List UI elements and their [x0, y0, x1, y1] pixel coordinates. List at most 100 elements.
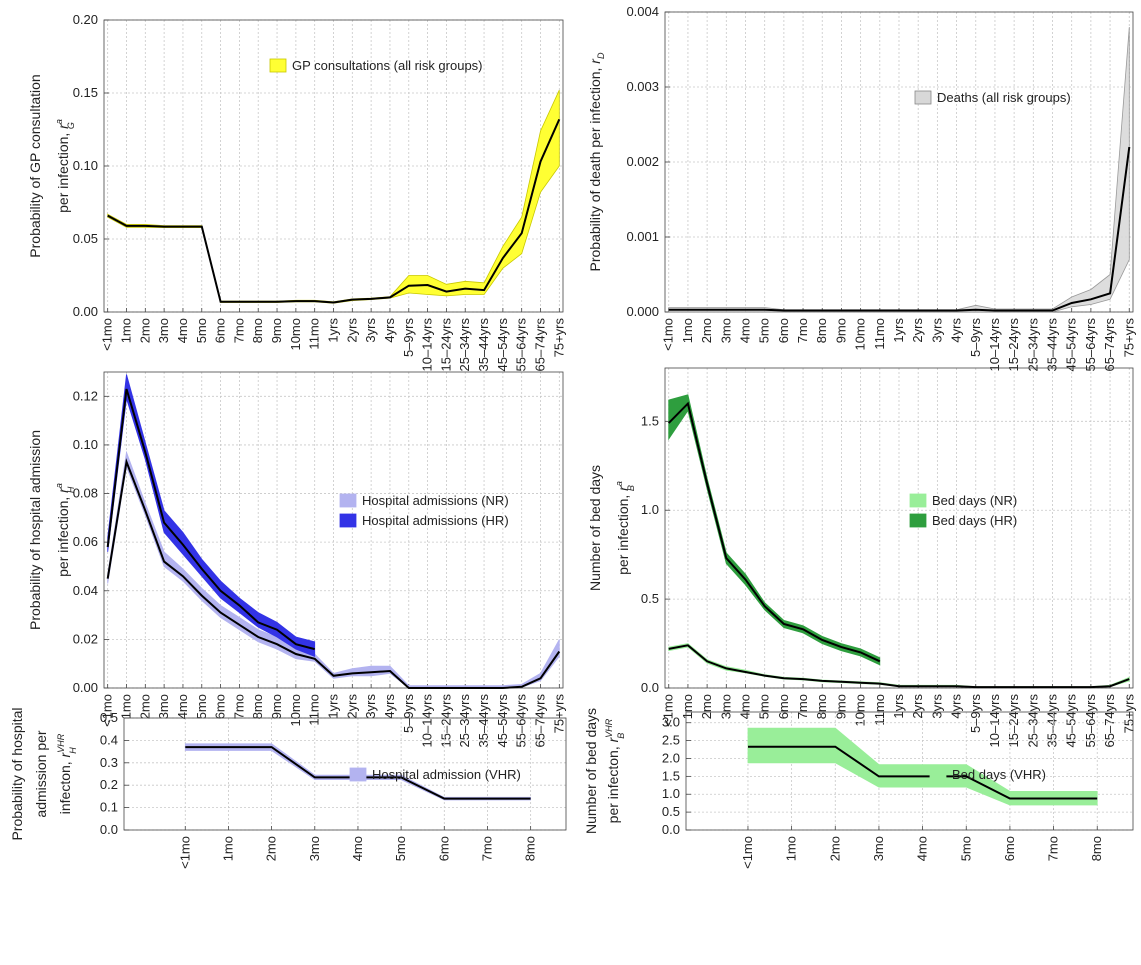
median-line-0 [106, 458, 561, 689]
legend-label: Hospital admissions (NR) [362, 493, 509, 508]
legend-swatch [339, 513, 357, 528]
x-tick-label: 1mo [680, 318, 695, 343]
x-tick-label: 5–9yrs [968, 694, 983, 734]
y-tick-label: 0.004 [626, 4, 659, 19]
legend-label: GP consultations (all risk groups) [292, 58, 483, 73]
x-tick-label: 3yrs [929, 318, 944, 343]
median-line-1 [106, 388, 315, 651]
x-tick-label: 3mo [718, 694, 733, 719]
x-tick-label: <1mo [740, 836, 755, 869]
x-tick-label: 11mo [872, 694, 887, 726]
x-tick-label: 4mo [175, 694, 190, 719]
confidence-band-0 [107, 450, 560, 689]
y-tick-label: 0.000 [626, 304, 659, 319]
x-tick-label: 4yrs [382, 694, 397, 719]
legend-swatch [914, 90, 932, 105]
x-tick-label: 11mo [307, 694, 322, 726]
y-tick-label: 0.4 [100, 732, 118, 747]
y-tick-label: 0.02 [73, 631, 98, 646]
x-tick-label: 2yrs [344, 318, 359, 343]
y-axis-label: per infecton, rVHR B [604, 718, 626, 823]
x-tick-label: 3yrs [363, 694, 378, 719]
x-tick-label: 1mo [220, 836, 235, 861]
x-tick-label: 6mo [213, 694, 228, 719]
y-axis-label-text: per infection, [55, 129, 71, 213]
y-tick-label: 0.15 [73, 85, 98, 100]
y-tick-label: 0.003 [626, 79, 659, 94]
legend-label: Bed days (HR) [932, 513, 1017, 528]
x-tick-label: 25–34yrs [1025, 318, 1040, 372]
x-tick-label: 1mo [118, 318, 133, 343]
x-tick-label: 8mo [814, 694, 829, 719]
x-tick-label: 2yrs [910, 694, 925, 719]
x-tick-label: 35–44yrs [1045, 318, 1060, 372]
x-tick-label: 9mo [833, 318, 848, 343]
x-tick-label: 10mo [288, 694, 303, 727]
x-tick-label: 8mo [250, 318, 265, 343]
x-tick-label: 65–74yrs [1102, 318, 1117, 372]
y-tick-label: 0.5 [641, 591, 659, 606]
x-tick-label: 4yrs [382, 318, 397, 343]
x-tick-label: 4mo [737, 318, 752, 343]
y-axis-label-symbol: r [615, 485, 631, 491]
x-tick-label: 10mo [853, 318, 868, 351]
x-tick-label: 3mo [307, 836, 322, 861]
x-tick-label: 6mo [213, 318, 228, 343]
x-tick-label: 10–14yrs [987, 318, 1002, 372]
legend-swatch [349, 767, 367, 782]
y-axis-label-superscript: a [54, 119, 64, 124]
x-tick-label: 1mo [680, 694, 695, 719]
y-tick-label: 0.0 [641, 680, 659, 695]
median-line-0 [668, 146, 1131, 312]
y-tick-label: 0.12 [73, 388, 98, 403]
legend-label: Bed days (NR) [932, 493, 1017, 508]
y-axis-label-text: per infection, [55, 493, 71, 577]
x-tick-label: 9mo [269, 318, 284, 343]
x-tick-label: <1mo [661, 694, 676, 727]
y-axis-label-subscript: D [596, 52, 606, 59]
x-tick-label: 15–24yrs [438, 318, 453, 372]
y-tick-label: 2.5 [662, 733, 680, 748]
x-tick-label: 15–24yrs [1006, 318, 1021, 372]
x-tick-label: 10–14yrs [987, 694, 1002, 748]
y-axis-label-text: Probability of GP consultation [27, 74, 43, 257]
y-tick-label: 0.06 [73, 534, 98, 549]
y-axis-label: Probability of death per infection, rD [587, 52, 606, 271]
x-tick-label: 55–64yrs [1083, 318, 1098, 372]
y-axis-label-text: Number of bed days [583, 708, 599, 834]
median-line-1 [667, 401, 881, 663]
x-tick-label: 11mo [872, 318, 887, 350]
x-tick-label: 65–74yrs [533, 318, 548, 372]
y-axis-label-superscript: a [614, 481, 624, 486]
x-tick-label: 25–34yrs [457, 694, 472, 748]
x-tick-label: 2yrs [910, 318, 925, 343]
x-tick-label: 55–64yrs [514, 318, 529, 372]
legend-swatch [269, 58, 287, 73]
x-tick-label: 65–74yrs [1102, 694, 1117, 748]
y-tick-label: 0.5 [100, 710, 118, 725]
x-tick-label: 5mo [194, 318, 209, 343]
y-axis-label-text: Probability of hospital admission [27, 430, 43, 630]
x-tick-label: 4yrs [949, 694, 964, 719]
x-tick-label: 4yrs [949, 318, 964, 343]
plot-frame [123, 717, 567, 831]
x-tick-label: 3mo [718, 318, 733, 343]
y-axis-label: infecton, rVHR H [56, 733, 78, 814]
x-tick-label: 3yrs [929, 694, 944, 719]
x-tick-label: 4mo [175, 318, 190, 343]
x-tick-label: 8mo [814, 318, 829, 343]
x-tick-label: 11mo [307, 318, 322, 350]
x-tick-label: 8mo [250, 694, 265, 719]
x-tick-label: 5–9yrs [401, 318, 416, 358]
legend-swatch [929, 767, 947, 782]
y-tick-label: 0.002 [626, 154, 659, 169]
median-line-0 [748, 745, 1098, 800]
x-tick-label: 8mo [523, 836, 538, 861]
x-tick-label: 4mo [915, 836, 930, 861]
y-axis-label-subscript: G [66, 122, 76, 129]
x-tick-label: 4mo [350, 836, 365, 861]
y-axis-label: Number of bed days [583, 708, 599, 834]
x-tick-label: 10mo [853, 694, 868, 727]
y-tick-label: 1.5 [641, 413, 659, 428]
